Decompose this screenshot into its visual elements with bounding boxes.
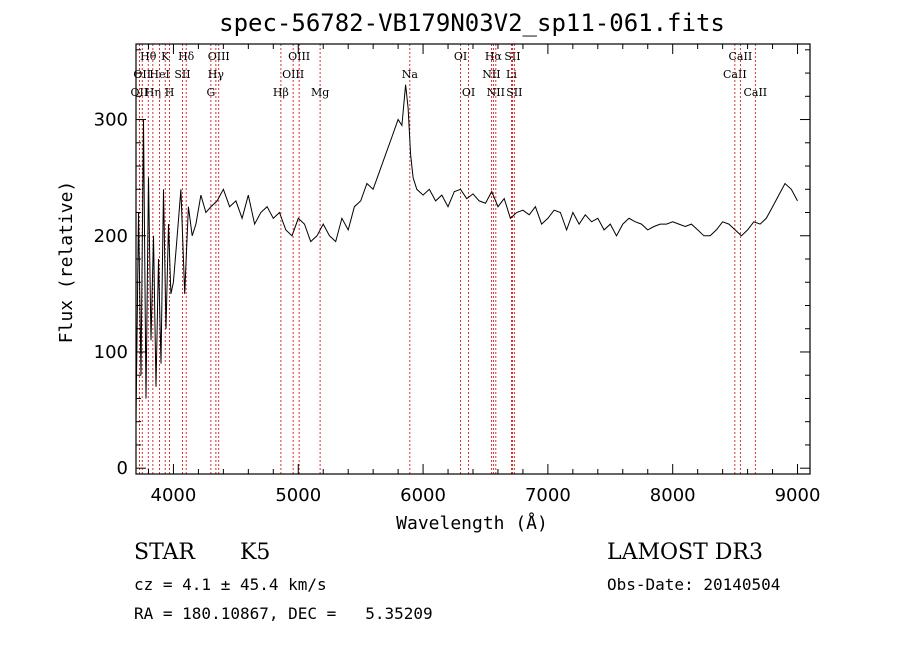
spectral-line-label: Hθ bbox=[140, 50, 157, 63]
spectral-line-label: SII bbox=[174, 68, 190, 81]
spectral-line-label: Hη bbox=[145, 86, 161, 99]
spectral-line-label: SII bbox=[504, 50, 520, 63]
spectral-line-label: SII bbox=[506, 86, 522, 99]
spectral-line-label: Mg bbox=[311, 86, 329, 99]
spectral-line-label: NII bbox=[482, 68, 500, 81]
spectral-line-label: CaII bbox=[723, 68, 747, 81]
spectral-line-label: OIII bbox=[282, 68, 304, 81]
object-subclass: K5 bbox=[240, 540, 271, 565]
y-tick-label: 300 bbox=[94, 110, 128, 131]
y-axis-label: Flux (relative) bbox=[56, 181, 77, 344]
y-axis-ticks: 0 100 200 300 bbox=[94, 49, 810, 479]
x-tick-label: 5000 bbox=[275, 485, 321, 506]
spectral-line-label: OII bbox=[133, 68, 151, 81]
spectral-line-label: Na bbox=[402, 68, 419, 81]
plot-frame bbox=[135, 43, 811, 475]
chart-title: spec-56782-VB179N03V2_sp11-061.fits bbox=[219, 9, 725, 37]
y-tick-label: 0 bbox=[117, 458, 128, 479]
survey-name: LAMOST DR3 bbox=[607, 540, 763, 565]
spectral-line-label: NII bbox=[487, 86, 505, 99]
spectral-line-label: OI bbox=[454, 50, 467, 63]
x-tick-label: 4000 bbox=[151, 485, 197, 506]
spectral-line-label: OIII bbox=[288, 50, 310, 63]
y-tick-label: 200 bbox=[94, 226, 128, 247]
spectral-line-markers: OII OII Hθ Hη HeI K H SII Hδ G Hγ OIII Hβ OIII OIII Mg N… bbox=[131, 44, 767, 474]
spectral-line-label: H bbox=[165, 86, 175, 99]
spectral-line-label: OI bbox=[462, 86, 475, 99]
x-tick-label: 7000 bbox=[525, 485, 571, 506]
spectral-line-label: Hβ bbox=[273, 86, 289, 99]
spectral-line-label: G bbox=[206, 86, 215, 99]
spectral-line-label: Hγ bbox=[208, 68, 225, 81]
spectral-line-label: CaII bbox=[743, 86, 767, 99]
x-tick-label: 9000 bbox=[775, 485, 821, 506]
spectral-line-label: Li bbox=[506, 68, 517, 81]
spectral-line-label: K bbox=[161, 50, 170, 63]
redshift-info: cz = 4.1 ± 45.4 km/s bbox=[134, 575, 327, 594]
object-class: STAR bbox=[134, 540, 195, 565]
coordinates-info: RA = 180.10867, DEC = 5.35209 bbox=[134, 604, 433, 623]
spectral-line-label: HeI bbox=[149, 68, 169, 81]
x-tick-label: 8000 bbox=[650, 485, 696, 506]
spectral-line-label: Hα bbox=[485, 50, 503, 63]
spectral-line-label: OII bbox=[131, 86, 149, 99]
x-axis-ticks: 4000 5000 6000 7000 8000 9000 bbox=[147, 44, 821, 506]
spectral-line-label: CaII bbox=[729, 50, 753, 63]
observation-date: Obs-Date: 20140504 bbox=[607, 575, 781, 594]
x-tick-label: 6000 bbox=[400, 485, 446, 506]
y-tick-label: 100 bbox=[94, 342, 128, 363]
spectral-line-label: OIII bbox=[208, 50, 230, 63]
x-axis-label: Wavelength (Å) bbox=[396, 512, 548, 534]
spectral-line-label: Hδ bbox=[178, 50, 195, 63]
spectrum-line bbox=[135, 84, 798, 422]
